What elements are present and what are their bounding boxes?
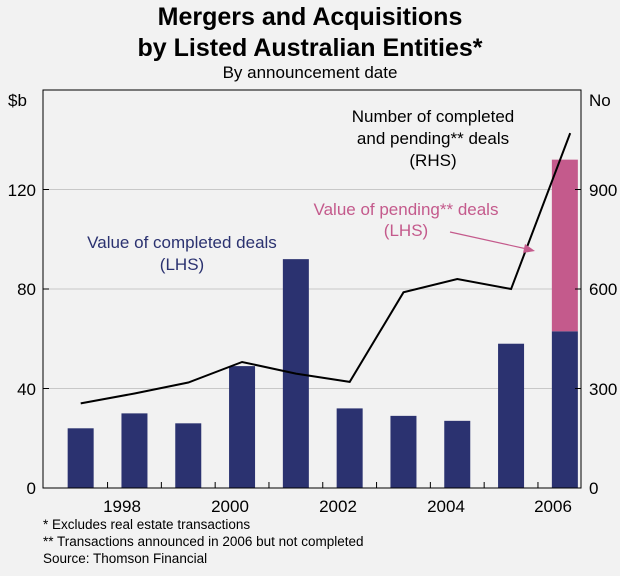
pending-deals-label: Value of pending** deals [314, 200, 499, 219]
footnote-pending: ** Transactions announced in 2006 but no… [43, 534, 364, 549]
right-axis-label: No [589, 91, 611, 110]
x-tick-label: 1998 [103, 497, 141, 516]
chart-subtitle: By announcement date [222, 63, 398, 82]
x-tick-label: 2000 [211, 497, 249, 516]
completed-deals-bar [551, 331, 578, 488]
source-note: Source: Thomson Financial [43, 551, 208, 566]
completed-deals-bar [336, 408, 363, 488]
footnote-excludes: * Excludes real estate transactions [43, 517, 251, 532]
right-tick-label: 0 [589, 479, 598, 498]
completed-deals-bar [175, 423, 202, 488]
left-tick-label: 120 [8, 181, 36, 200]
left-axis-label: $b [8, 91, 27, 110]
deal-count-label-2: and pending** deals [357, 129, 509, 148]
left-tick-label: 0 [27, 479, 36, 498]
completed-deals-label: Value of completed deals [87, 233, 277, 252]
deal-count-label-axis: (RHS) [409, 151, 456, 170]
deal-count-label: Number of completed [352, 107, 515, 126]
right-tick-label: 900 [589, 181, 617, 200]
x-tick-label: 2002 [319, 497, 357, 516]
completed-deals-label-axis: (LHS) [160, 255, 204, 274]
axis-tick-marks [43, 189, 581, 489]
x-tick-label: 2004 [427, 497, 465, 516]
completed-deals-bar [390, 415, 417, 488]
pending-arrow [449, 231, 528, 250]
pending-deals-bar [551, 159, 578, 332]
left-tick-label: 80 [17, 280, 36, 299]
pending-arrow-head [523, 244, 535, 253]
x-tick-label: 2006 [534, 497, 572, 516]
deal-count-line [80, 132, 572, 405]
chart-title-line1: Mergers and Acquisitions [157, 3, 463, 31]
left-tick-label: 40 [17, 380, 36, 399]
pending-deals-label-axis: (LHS) [384, 221, 428, 240]
completed-deals-bar [229, 366, 256, 488]
bar-group [67, 159, 578, 488]
completed-deals-bar [121, 413, 148, 488]
completed-deals-bar [444, 420, 471, 488]
completed-deals-bar [498, 343, 525, 488]
gridlines [43, 189, 581, 389]
right-tick-label: 600 [589, 280, 617, 299]
completed-deals-bar [67, 428, 94, 488]
chart-title-line2: by Listed Australian Entities* [137, 34, 483, 62]
right-tick-label: 300 [589, 380, 617, 399]
